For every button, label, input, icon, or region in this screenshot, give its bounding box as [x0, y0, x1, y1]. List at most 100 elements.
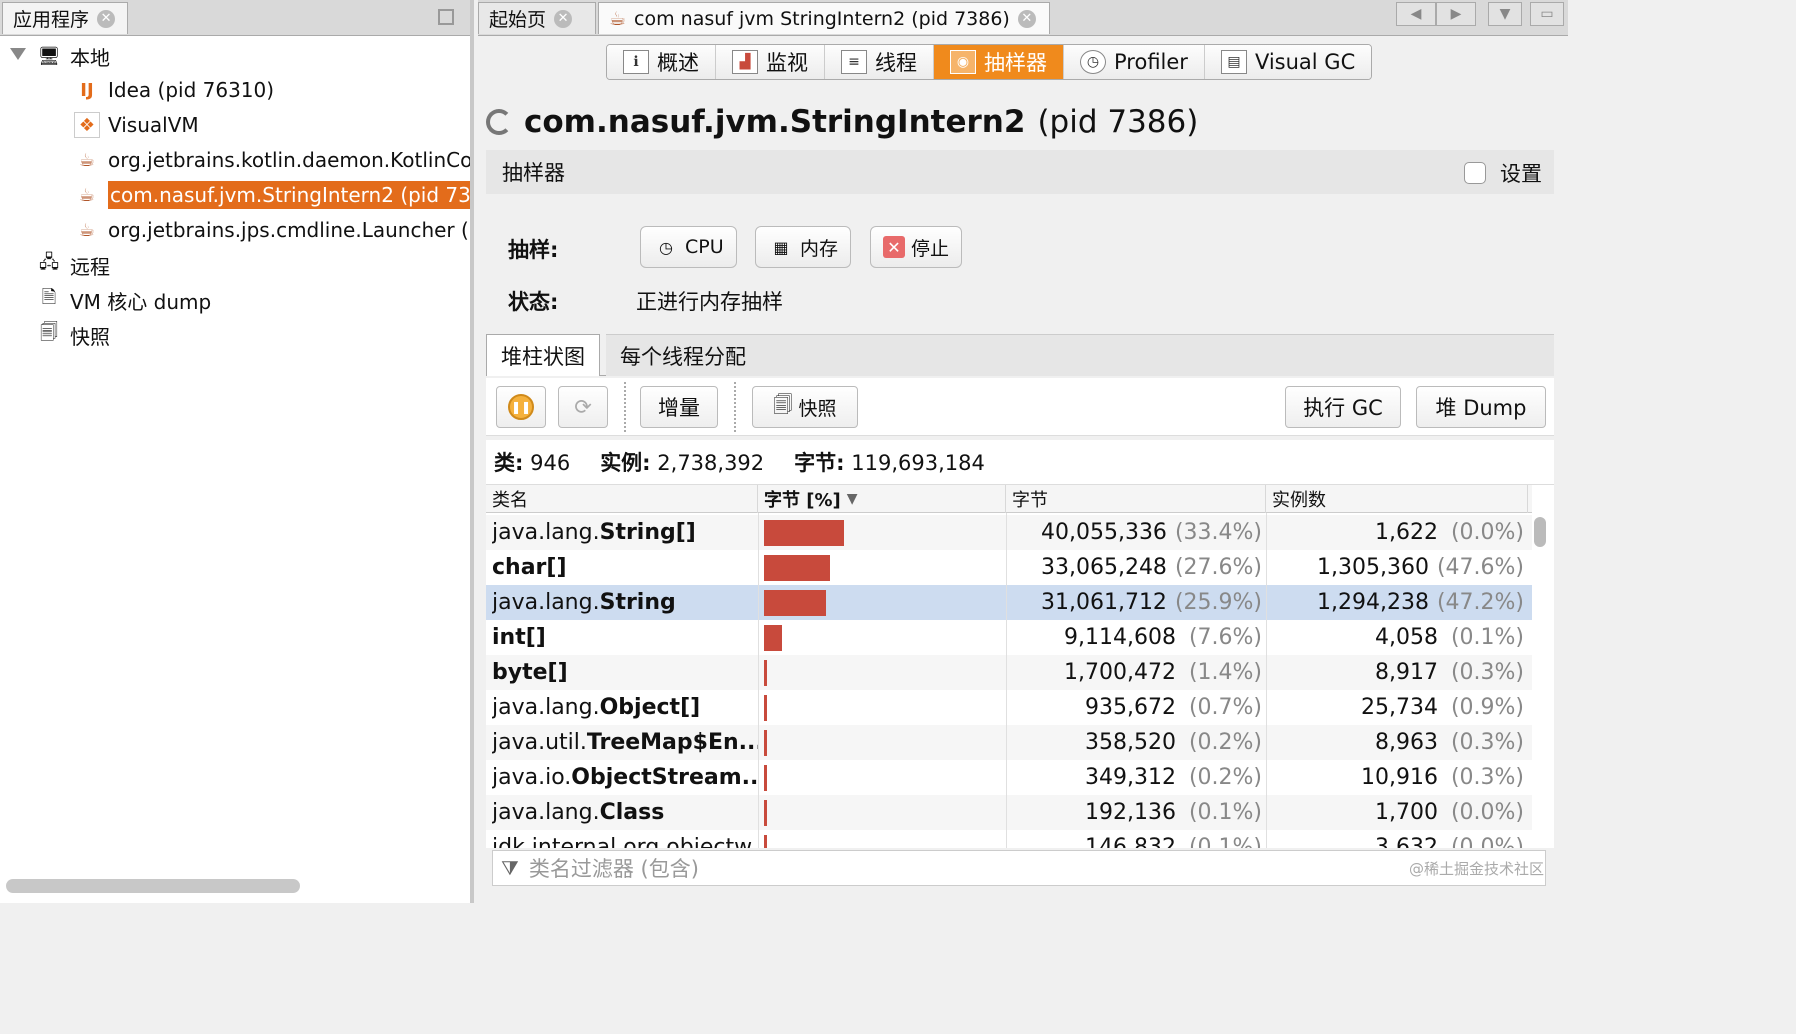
vertical-scrollbar[interactable] — [1534, 517, 1546, 547]
table-row[interactable]: java.lang. String[] 40,055,336 (33.4%) 1,622… — [486, 515, 1532, 550]
class-name: Class — [599, 800, 665, 825]
bytes-cell: 349,312 (0.2%) — [1006, 760, 1262, 795]
table-row[interactable]: java.lang. Class 192,136 (0.1%) 1,700 (0.0%) — [486, 795, 1532, 830]
heap-dump-button[interactable]: 堆 Dump — [1416, 386, 1546, 428]
subtab-label: 堆柱状图 — [501, 344, 585, 369]
tree-node-label: 快照 — [70, 324, 110, 349]
tree-node-remote[interactable]: 🖧 远程 — [36, 249, 110, 281]
bytes-percent-cell — [764, 690, 1004, 725]
sampler-section-header: 抽样器 设置 — [486, 150, 1554, 194]
settings-checkbox[interactable] — [1464, 162, 1486, 184]
sample-label: 抽样: — [508, 238, 559, 262]
tree-node-visualvm[interactable]: ❖ VisualVM — [74, 109, 199, 141]
bytes-percent-bar — [764, 799, 767, 826]
instances-percent: (0.1%) — [1450, 625, 1524, 650]
bytes-value: 146,832 — [1085, 835, 1176, 848]
applications-tabbar: 应用程序 ✕ — [0, 0, 470, 36]
instances-percent: (0.3%) — [1450, 660, 1524, 685]
cpu-button[interactable]: ◷ CPU — [640, 226, 737, 268]
perform-gc-button[interactable]: 执行 GC — [1285, 386, 1401, 428]
stop-button[interactable]: ✕ 停止 — [870, 226, 963, 268]
table-header: 类名 字节 [%] ▼ 字节 实例数 — [486, 485, 1532, 513]
scroll-left-icon[interactable]: ◀ — [1396, 2, 1436, 26]
pause-button[interactable]: ❚❚ — [496, 386, 546, 428]
java-icon: ☕ — [78, 184, 96, 206]
tab-threads[interactable]: ≡ 线程 — [825, 45, 934, 79]
delta-button[interactable]: 增量 — [640, 386, 718, 428]
column-header-instances[interactable]: 实例数 — [1266, 485, 1528, 513]
tree-node-idea[interactable]: IJ Idea (pid 76310) — [74, 74, 274, 106]
tree-node-snapshot[interactable]: 🗐 快照 — [36, 319, 110, 351]
tab-start-page[interactable]: 起始页 ✕ — [478, 2, 596, 34]
filter-icon: ⧩ — [501, 856, 519, 880]
tab-profiler[interactable]: ◷ Profiler — [1064, 45, 1205, 79]
table-row[interactable]: java.io. ObjectStream... 349,312 (0.2%) 10,9… — [486, 760, 1532, 795]
heapdump-button-label: 堆 Dump — [1435, 396, 1527, 420]
bytes-percent-cell — [764, 655, 1004, 690]
instances-cell: 3,632 (0.0%) — [1266, 830, 1524, 848]
table-row[interactable]: java.lang. String 31,061,712 (25.9%) 1,294,2… — [486, 585, 1532, 620]
memory-button[interactable]: ▦ 内存 — [755, 226, 852, 268]
tab-sampler[interactable]: ◉ 抽样器 — [934, 45, 1064, 79]
column-divider — [758, 513, 759, 848]
tab-heap-histogram[interactable]: 堆柱状图 — [486, 334, 600, 376]
filter-input[interactable]: 类名过滤器 (包含) — [528, 857, 699, 881]
instances-value: 8,963 — [1375, 730, 1438, 755]
refresh-icon: ⟳ — [574, 395, 592, 419]
column-divider — [1006, 513, 1007, 848]
tree-node-label: com.nasuf.jvm.StringIntern2 (pid 73 — [108, 181, 470, 209]
instances-cell: 25,734 (0.9%) — [1266, 690, 1524, 725]
close-icon[interactable]: ✕ — [97, 9, 116, 28]
snapshot-button[interactable]: 🗐 快照 — [752, 386, 858, 428]
instances-cell: 10,916 (0.3%) — [1266, 760, 1524, 795]
tab-overview[interactable]: ℹ 概述 — [607, 45, 716, 79]
tree-node-local[interactable]: 🖥 本地 — [36, 40, 110, 72]
tab-stringintern2[interactable]: ☕ com nasuf jvm StringIntern2 (pid 7386)… — [598, 2, 1050, 34]
tree-node-jps-launcher[interactable]: ☕ org.jetbrains.jps.cmdline.Launcher ( — [74, 214, 469, 246]
class-name: TreeMap$En... — [586, 730, 758, 755]
minimize-icon[interactable] — [438, 9, 454, 25]
bytes-percent-bar — [764, 729, 767, 756]
tab-monitor[interactable]: ▟ 监视 — [716, 45, 825, 79]
tree-node-label: 远程 — [70, 254, 110, 279]
class-name-filter[interactable]: ⧩ 类名过滤器 (包含) — [492, 850, 1546, 886]
pause-icon: ❚❚ — [508, 394, 534, 420]
applications-tab[interactable]: 应用程序 ✕ — [2, 2, 128, 34]
tree-node-coredump[interactable]: 🗎 VM 核心 dump — [36, 284, 211, 316]
settings-toggle[interactable]: 设置 — [1464, 158, 1542, 188]
column-header-bytes-percent[interactable]: 字节 [%] ▼ — [758, 485, 1006, 513]
class-name-cell: jdk.internal.org.objectw — [492, 830, 758, 848]
column-header-class-name[interactable]: 类名 — [486, 485, 758, 513]
tree-node-kotlin-daemon[interactable]: ☕ org.jetbrains.kotlin.daemon.KotlinCo — [74, 144, 470, 176]
stop-button-label: 停止 — [911, 237, 950, 260]
tree-node-stringintern2[interactable]: ☕ com.nasuf.jvm.StringIntern2 (pid 73 — [74, 179, 470, 211]
bytes-percent: (0.2%) — [1188, 765, 1262, 790]
bytes-percent-cell — [764, 725, 1004, 760]
maximize-icon[interactable]: ▭ — [1530, 2, 1564, 26]
table-row[interactable]: java.lang. Object[] 935,672 (0.7%) 25,734 (0.… — [486, 690, 1532, 725]
instances-cell: 1,294,238 (47.2%) — [1266, 585, 1524, 620]
applications-tree: 🖥 本地 IJ Idea (pid 76310) ❖ VisualVM ☕ or… — [0, 38, 470, 868]
toolbar-separator — [734, 382, 736, 432]
chevron-down-icon[interactable]: ▼ — [1488, 2, 1522, 26]
bytes-value: 358,520 — [1085, 730, 1176, 755]
bytes-percent: (0.1%) — [1188, 835, 1262, 848]
tab-per-thread-allocation[interactable]: 每个线程分配 — [606, 334, 1554, 376]
column-header-bytes[interactable]: 字节 — [1006, 485, 1266, 513]
close-icon[interactable]: ✕ — [1017, 9, 1036, 28]
view-tab-label: 概述 — [657, 51, 699, 75]
refresh-button[interactable]: ⟳ — [558, 386, 608, 428]
tab-visual-gc[interactable]: ▤ Visual GC — [1204, 45, 1372, 79]
table-row[interactable]: jdk.internal.org.objectw 146,832 (0.1%) 3,6… — [486, 830, 1532, 848]
table-row[interactable]: int[] 9,114,608 (7.6%) 4,058 (0.1%) — [486, 620, 1532, 655]
expand-arrow-icon[interactable] — [10, 48, 26, 60]
bytes-percent: (27.6%) — [1174, 555, 1262, 580]
view-tab-label: 线程 — [875, 51, 917, 75]
horizontal-scrollbar[interactable] — [6, 879, 300, 893]
close-icon[interactable]: ✕ — [554, 9, 573, 28]
table-row[interactable]: java.util. TreeMap$En... 358,520 (0.2%) 8,96… — [486, 725, 1532, 760]
instances-value: 4,058 — [1375, 625, 1438, 650]
table-row[interactable]: char[] 33,065,248 (27.6%) 1,305,360 (47.6%) — [486, 550, 1532, 585]
table-row[interactable]: byte[] 1,700,472 (1.4%) 8,917 (0.3%) — [486, 655, 1532, 690]
scroll-right-icon[interactable]: ▶ — [1436, 2, 1476, 26]
